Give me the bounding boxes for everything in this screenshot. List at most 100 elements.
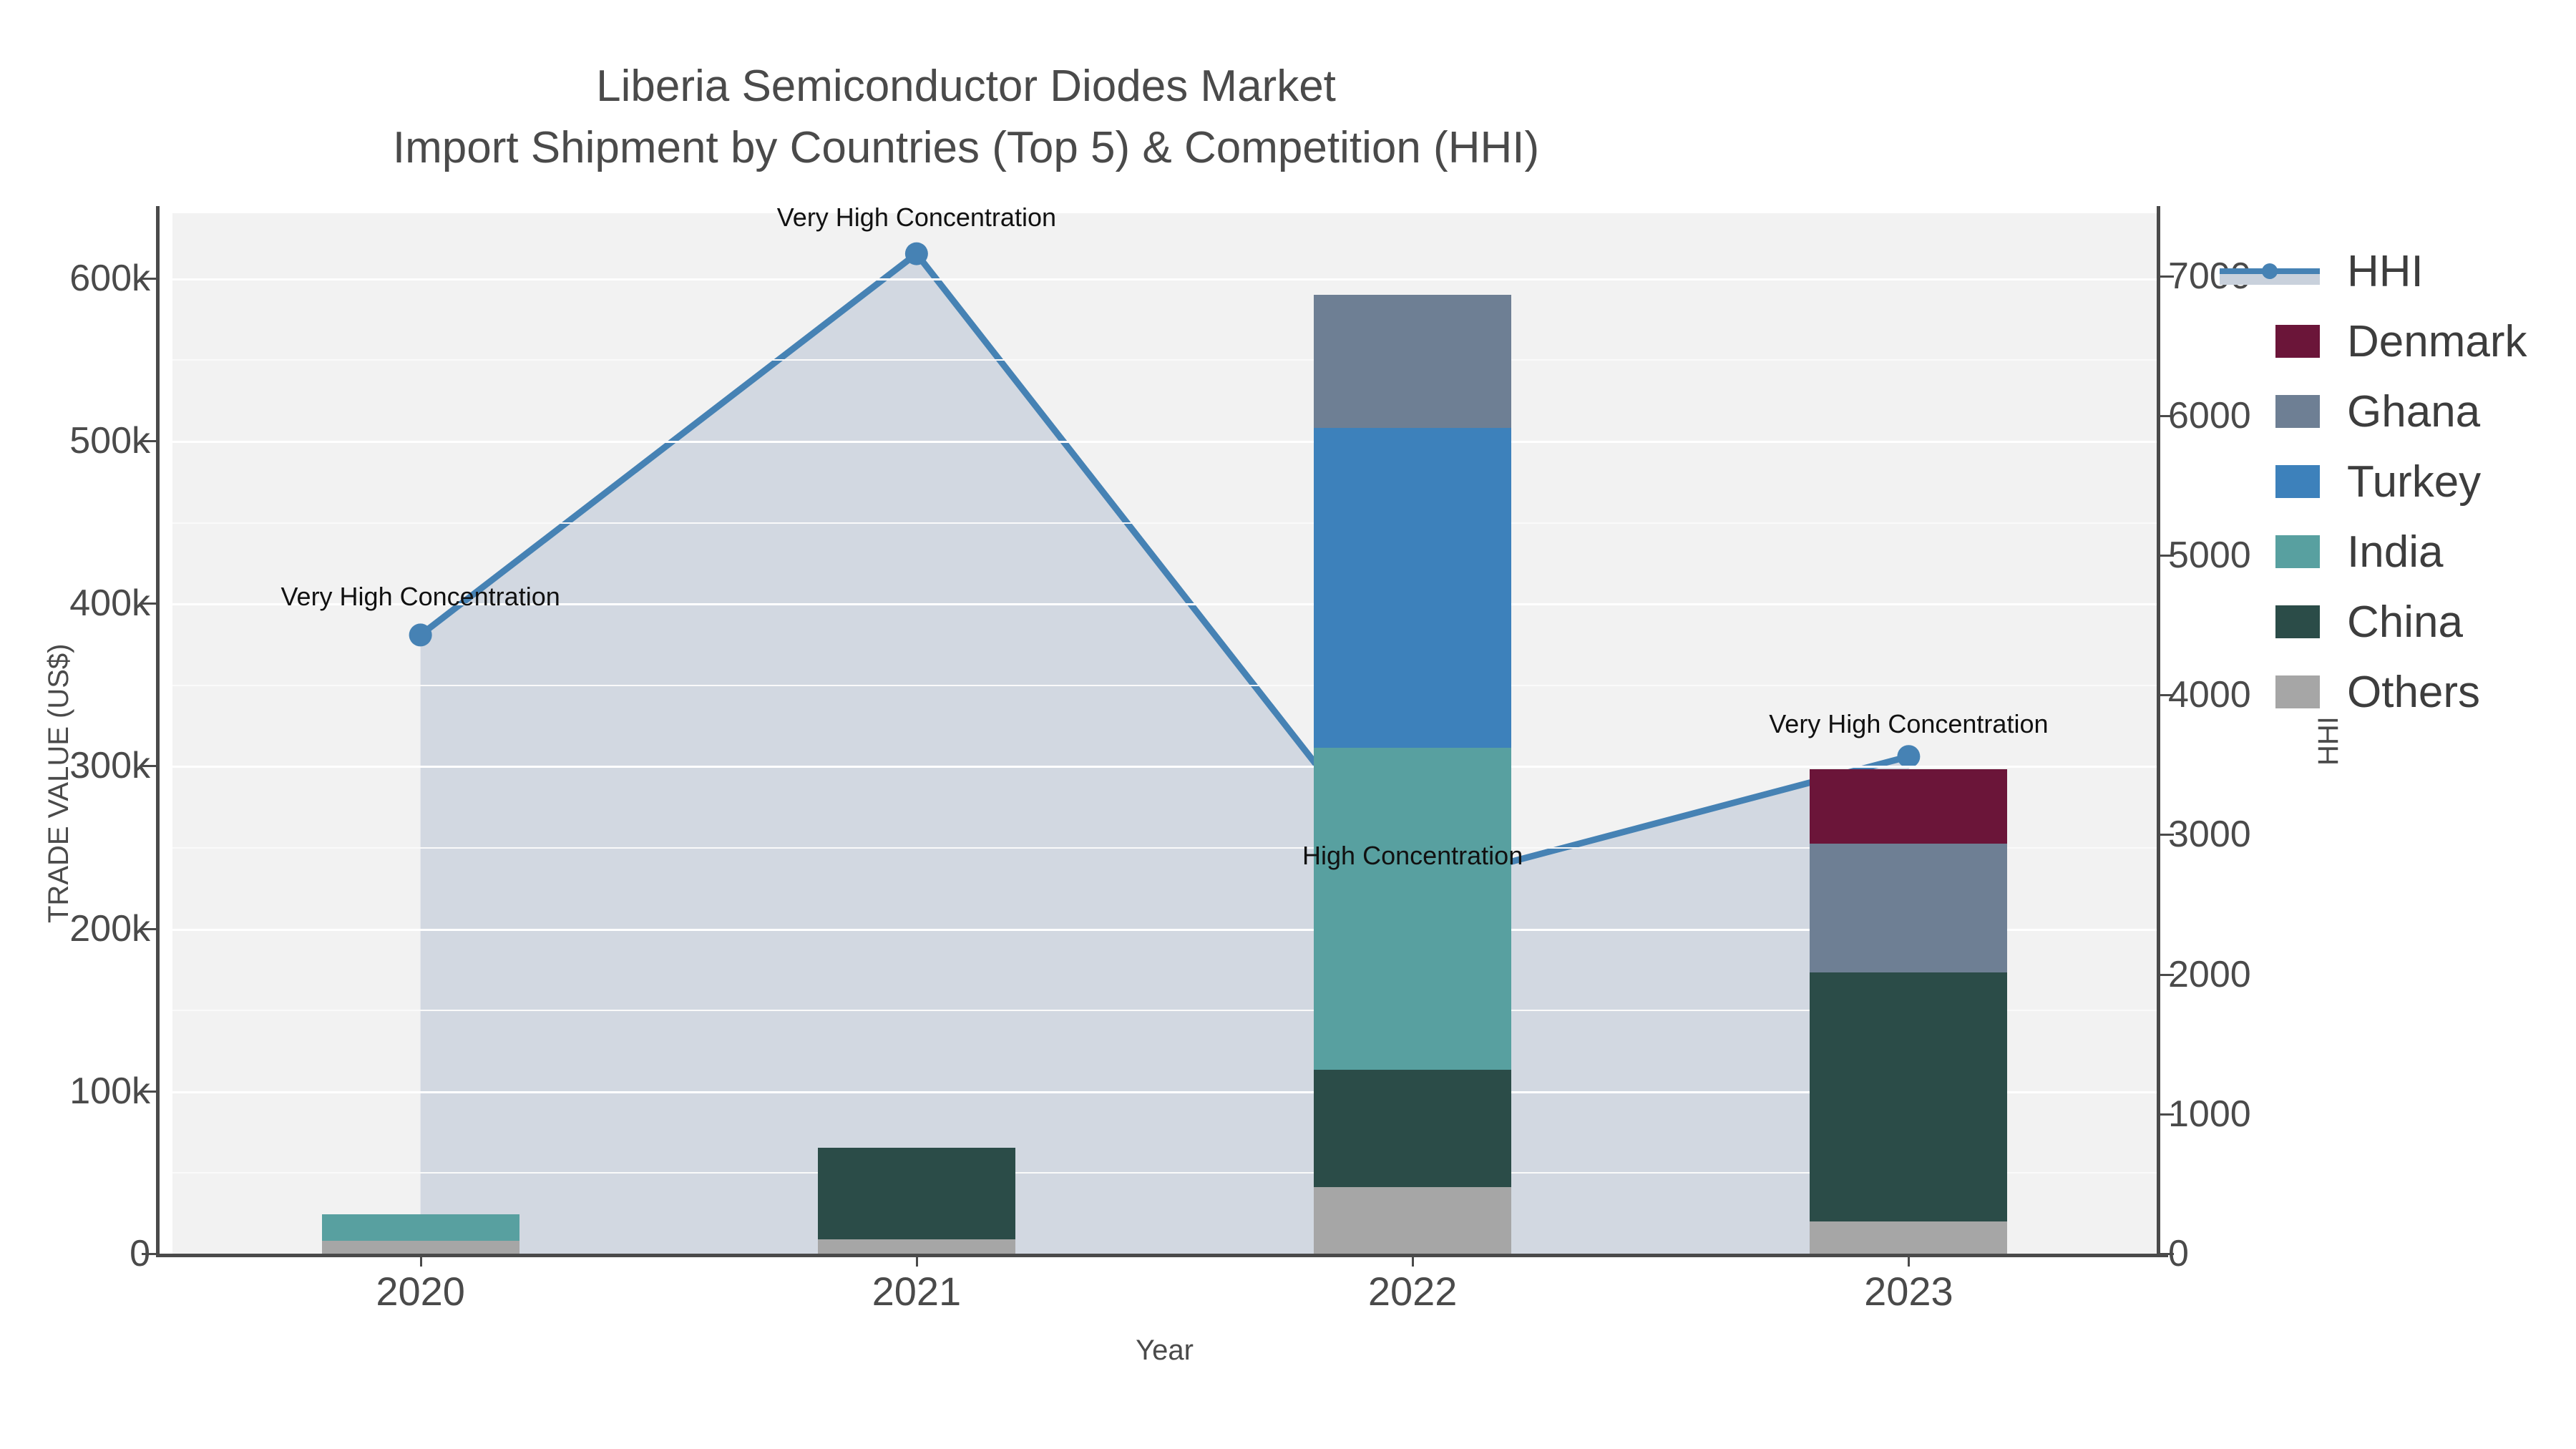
legend-line-swatch <box>2220 255 2320 288</box>
y-axis-left-tick: 0 <box>130 1233 150 1274</box>
legend-swatch-india <box>2275 535 2320 568</box>
hhi-point-2020[interactable] <box>409 623 432 647</box>
y-axis-right-tickmark <box>2158 414 2174 417</box>
y-axis-right-tick: 5000 <box>2168 535 2251 577</box>
hhi-point-2021[interactable] <box>904 242 928 265</box>
chart-title-line-2: Import Shipment by Countries (Top 5) & C… <box>392 122 1540 172</box>
gridline <box>172 603 2157 606</box>
bar-segment-ghana-2023 <box>1810 844 2008 972</box>
chart-legend: HHI Denmark Ghana Turkey India China Others <box>2220 236 2527 727</box>
x-axis-tickmark <box>1908 1254 1911 1267</box>
gridline <box>172 522 2157 524</box>
legend-label: Others <box>2347 667 2481 717</box>
legend-label: Turkey <box>2347 457 2482 507</box>
y-axis-right-tick: 3000 <box>2168 814 2251 856</box>
legend-label: India <box>2347 527 2444 577</box>
y-axis-right-tick: 2000 <box>2168 953 2251 995</box>
y-axis-left-tick: 500k <box>69 420 150 462</box>
x-axis-tick-2022: 2022 <box>1367 1269 1458 1314</box>
bar-segment-china-2022 <box>1314 1070 1512 1187</box>
y-axis-right-tick: 6000 <box>2168 394 2251 436</box>
x-axis-tickmark <box>915 1254 918 1267</box>
bar-segment-turkey-2022 <box>1314 427 1512 748</box>
legend-label: HHI <box>2347 246 2424 296</box>
y-axis-left-title: TRADE VALUE (US$) <box>43 643 74 923</box>
y-axis-right-tickmark <box>2158 834 2174 836</box>
legend-item-china[interactable]: China <box>2275 587 2527 657</box>
bar-segment-india-2020 <box>321 1214 519 1241</box>
hhi-area <box>420 253 1909 1254</box>
legend-item-india[interactable]: India <box>2275 517 2527 587</box>
legend-swatch-others <box>2275 675 2320 708</box>
gridline <box>172 766 2157 769</box>
legend-label: Denmark <box>2347 316 2527 366</box>
bar-segment-china-2021 <box>817 1148 1015 1239</box>
x-axis-title: Year <box>1136 1335 1194 1366</box>
hhi-annotation-2022: High Concentration <box>1302 840 1523 870</box>
x-axis-tick-2023: 2023 <box>1864 1269 1953 1314</box>
legend-item-denmark[interactable]: Denmark <box>2275 306 2527 376</box>
gridline <box>172 928 2157 931</box>
gridline <box>172 359 2157 361</box>
y-axis-left-tick: 300k <box>69 745 150 787</box>
gridline <box>172 1010 2157 1012</box>
hhi-point-2023[interactable] <box>1897 745 1921 769</box>
legend-swatch-denmark <box>2275 325 2320 358</box>
y-axis-left-tick: 400k <box>69 582 150 625</box>
y-axis-right-tickmark <box>2158 1113 2174 1116</box>
bar-segment-others-2021 <box>817 1239 1015 1254</box>
hhi-annotation-2021: Very High Concentration <box>776 202 1056 232</box>
y-axis-left-tickmark <box>142 1090 157 1093</box>
y-axis-left-tickmark <box>142 1253 157 1255</box>
y-axis-left-tickmark <box>142 765 157 768</box>
gridline <box>172 1091 2157 1093</box>
y-axis-left-tickmark <box>142 927 157 930</box>
y-axis-right-tickmark <box>2158 973 2174 976</box>
bar-2023 <box>1810 213 2008 1254</box>
x-axis-tick-2021: 2021 <box>872 1269 962 1314</box>
gridline <box>172 1172 2157 1174</box>
legend-swatch-ghana <box>2275 395 2320 428</box>
y-axis-left-tick: 600k <box>69 257 150 299</box>
bar-segment-others-2020 <box>321 1240 519 1254</box>
legend-label: China <box>2347 597 2463 647</box>
x-axis-tickmark <box>1412 1254 1415 1267</box>
bar-segment-ghana-2022 <box>1314 294 1512 428</box>
y-axis-left-tick: 200k <box>69 907 150 950</box>
gridline <box>172 441 2157 444</box>
y-axis-right-tickmark <box>2158 555 2174 557</box>
bar-2020 <box>321 213 519 1254</box>
y-axis-left-tick: 100k <box>69 1070 150 1112</box>
y-axis-right-tickmark <box>2158 275 2174 278</box>
hhi-annotation-2023: Very High Concentration <box>1769 709 2049 739</box>
hhi-annotation-2020: Very High Concentration <box>280 582 560 612</box>
gridline <box>172 847 2157 849</box>
legend-item-ghana[interactable]: Ghana <box>2275 376 2527 447</box>
legend-swatch-turkey <box>2275 465 2320 498</box>
legend-label: Ghana <box>2347 386 2481 436</box>
gridline <box>172 278 2157 280</box>
bar-2021 <box>817 213 1015 1254</box>
hhi-line <box>418 250 1910 892</box>
bar-segment-others-2022 <box>1314 1186 1512 1254</box>
bar-2022 <box>1314 213 1512 1254</box>
y-axis-left-tickmark <box>142 277 157 280</box>
legend-line-marker <box>2262 263 2278 279</box>
bar-segment-others-2023 <box>1810 1221 2008 1254</box>
legend-item-hhi[interactable]: HHI <box>2220 236 2527 306</box>
y-axis-right-tick: 4000 <box>2168 674 2251 716</box>
x-axis-line <box>157 1254 2168 1257</box>
chart-title: Liberia Semiconductor Diodes Market Impo… <box>0 56 1932 178</box>
x-axis-tick-2020: 2020 <box>376 1269 465 1314</box>
legend-swatch-china <box>2275 605 2320 638</box>
legend-item-turkey[interactable]: Turkey <box>2275 447 2527 517</box>
y-axis-right-tickmark <box>2158 694 2174 697</box>
x-axis-tickmark <box>419 1254 422 1267</box>
bar-segment-denmark-2023 <box>1810 769 2008 844</box>
bar-segment-china-2023 <box>1810 972 2008 1221</box>
y-axis-left-line <box>156 206 160 1257</box>
y-axis-right-tick: 1000 <box>2168 1093 2251 1135</box>
bar-segment-india-2022 <box>1314 748 1512 1070</box>
legend-item-others[interactable]: Others <box>2275 657 2527 727</box>
